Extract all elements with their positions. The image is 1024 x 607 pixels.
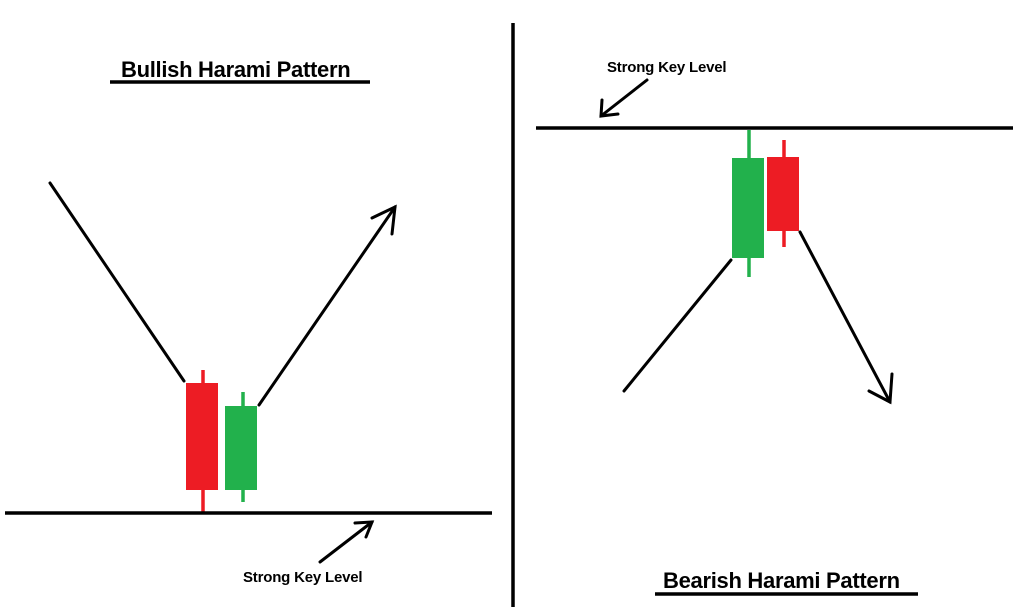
uptrend-arrow-icon: [257, 204, 397, 407]
bullish-title: Bullish Harami Pattern: [121, 57, 350, 82]
bullish-candle: [225, 392, 257, 502]
bearish-harami-panel: Strong Key Level Bearish Harami Pattern: [536, 59, 1013, 596]
bearish-title: Bearish Harami Pattern: [663, 568, 900, 593]
bullish-candle: [732, 130, 764, 277]
key-level-pointer-arrow-icon: [599, 78, 649, 118]
bullish-key-level-label: Strong Key Level: [243, 569, 362, 586]
uptrend-line: [622, 258, 733, 393]
bearish-candle: [767, 140, 799, 247]
key-level-pointer-arrow-icon: [318, 520, 375, 564]
downtrend-line: [48, 181, 186, 383]
bearish-candle: [186, 370, 218, 512]
bearish-key-level-label: Strong Key Level: [607, 59, 726, 76]
downtrend-arrow-icon: [798, 230, 894, 405]
bullish-harami-panel: Bullish Harami Pattern Strong Key Level: [5, 57, 492, 586]
